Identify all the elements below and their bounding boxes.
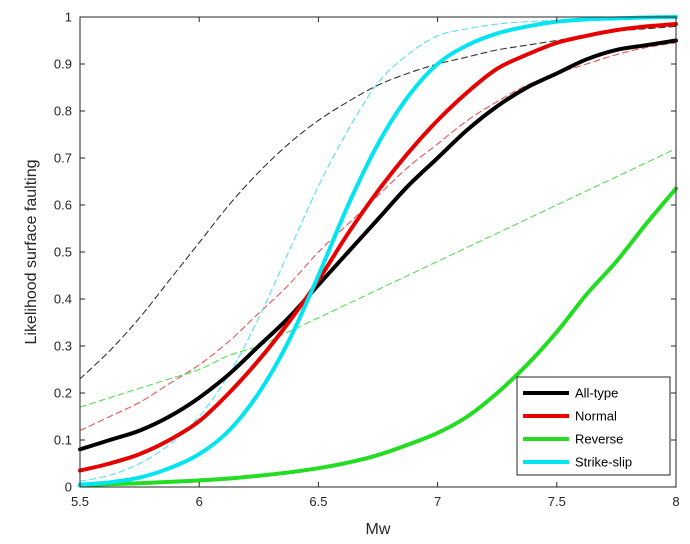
series-line-all-type (78, 38, 678, 452)
y-tick-label: 0.9 (54, 57, 72, 72)
y-tick-label: 0 (65, 480, 72, 495)
y-tick-label: 0.8 (54, 104, 72, 119)
series-layer (78, 15, 678, 488)
x-tick-label: 6.5 (309, 494, 327, 509)
legend-label-normal: Normal (575, 409, 617, 424)
y-tick-label: 0.7 (54, 151, 72, 166)
x-tick-label: 7.5 (548, 494, 566, 509)
y-axis-label: Likelihood surface faulting (23, 159, 40, 344)
legend: All-type Normal Reverse Strike-slip (516, 376, 671, 476)
series-line-normal-dashed (79, 42, 677, 432)
x-tick-label: 6 (196, 494, 203, 509)
y-tick-label: 0.4 (54, 292, 72, 307)
legend-label-strike-slip: Strike-slip (575, 455, 632, 470)
x-axis-label: Mw (366, 521, 391, 538)
y-tick-label: 0.5 (54, 245, 72, 260)
series-line-reverse-dashed (79, 148, 677, 408)
x-tick-label: 8 (672, 494, 679, 509)
x-tick-label: 7 (434, 494, 441, 509)
series-line-normal (78, 22, 678, 473)
y-tick-label: 0.1 (54, 433, 72, 448)
y-tick-label: 0.3 (54, 339, 72, 354)
y-tick-label: 0.2 (54, 386, 72, 401)
legend-label-all-type: All-type (575, 386, 618, 401)
y-tick-label: 0.6 (54, 198, 72, 213)
series-line-strike-slip (78, 15, 678, 487)
legend-label-reverse: Reverse (575, 432, 623, 447)
series-line-all-type-dashed (79, 25, 677, 380)
series-line-reverse (78, 186, 678, 488)
y-tick-label: 1 (65, 10, 72, 25)
x-tick-label: 5.5 (71, 494, 89, 509)
axes-layer: 5.5 6 6.5 7 7.5 8 0 0.1 0.2 0.3 0.4 0.5 0.6 0.7 0.8 0.9… (54, 10, 680, 510)
